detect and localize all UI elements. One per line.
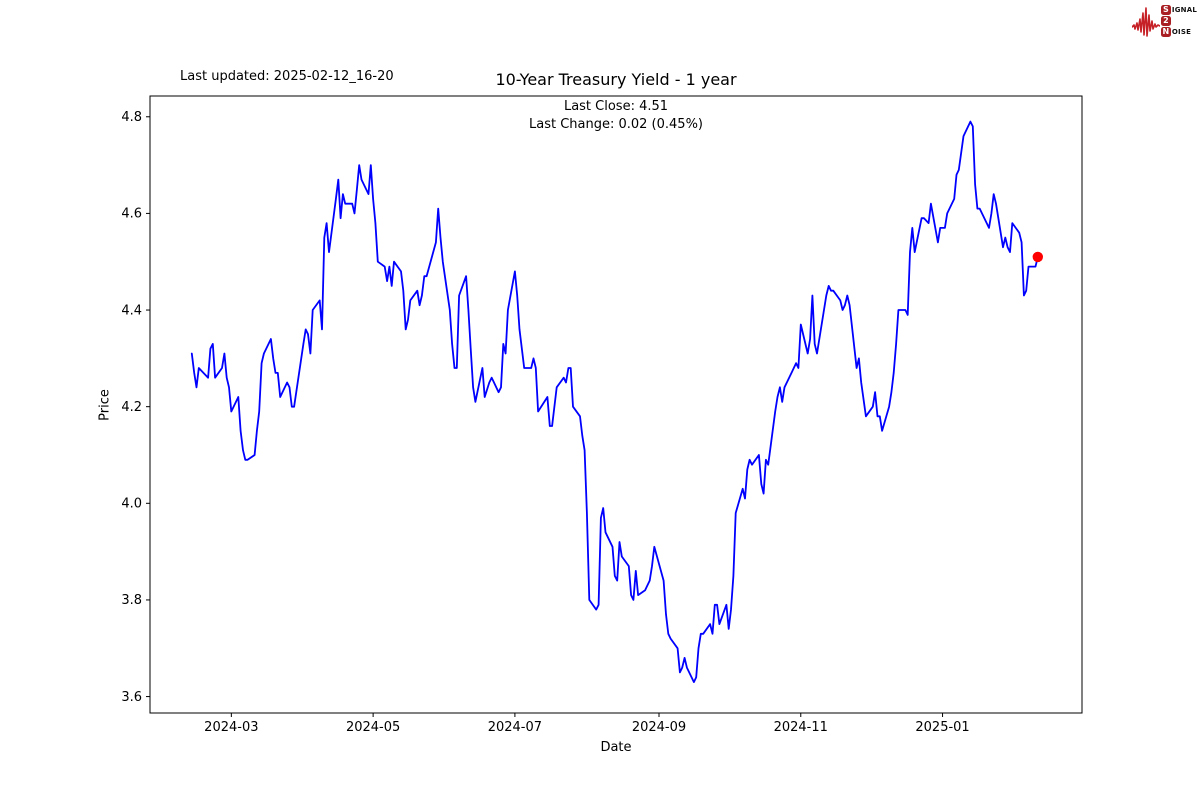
last-point-marker (1032, 251, 1044, 263)
y-tick-label: 4.2 (121, 400, 142, 415)
plot-border (149, 95, 1083, 714)
logo-text-oise: OISE (1171, 28, 1192, 36)
last-change-annotation: Last Change: 0.02 (0.45%) (528, 117, 703, 132)
y-tick-label: 4.0 (121, 497, 142, 512)
x-tick-label: 2024-11 (774, 720, 828, 735)
y-tick-label: 3.6 (121, 690, 142, 705)
logo-text-ignal: IGNAL (1171, 6, 1197, 14)
last-updated-text: Last updated: 2025-02-12_16-20 (180, 69, 394, 84)
logo-row-noise: N OISE (1160, 27, 1197, 37)
x-tick-label: 2024-03 (204, 720, 258, 735)
y-tick-label: 4.4 (121, 303, 142, 318)
waveform-icon (1131, 7, 1160, 37)
chart-title: 10-Year Treasury Yield - 1 year (495, 70, 737, 89)
x-tick-label: 2024-07 (488, 720, 542, 735)
y-tick-label: 4.6 (121, 207, 142, 222)
logo-row-signal: S IGNAL (1160, 5, 1197, 15)
last-close-annotation: Last Close: 4.51 (563, 99, 669, 114)
series-line (190, 120, 1039, 683)
x-axis-label: Date (600, 740, 632, 755)
logo-badge-n: N (1160, 27, 1171, 37)
y-tick-label: 3.8 (121, 593, 142, 608)
y-tick-label: 4.8 (121, 110, 142, 125)
logo-badge-2: 2 (1160, 16, 1171, 26)
logo-badge-s: S (1160, 5, 1171, 15)
x-tick-label: 2024-05 (346, 720, 400, 735)
logo-row-2: 2 (1160, 16, 1197, 26)
logo-text: S IGNAL 2 N OISE (1160, 5, 1197, 37)
x-tick-label: 2025-01 (915, 720, 969, 735)
signal2noise-logo: S IGNAL 2 N OISE (1131, 4, 1197, 38)
x-tick-label: 2024-09 (632, 720, 686, 735)
